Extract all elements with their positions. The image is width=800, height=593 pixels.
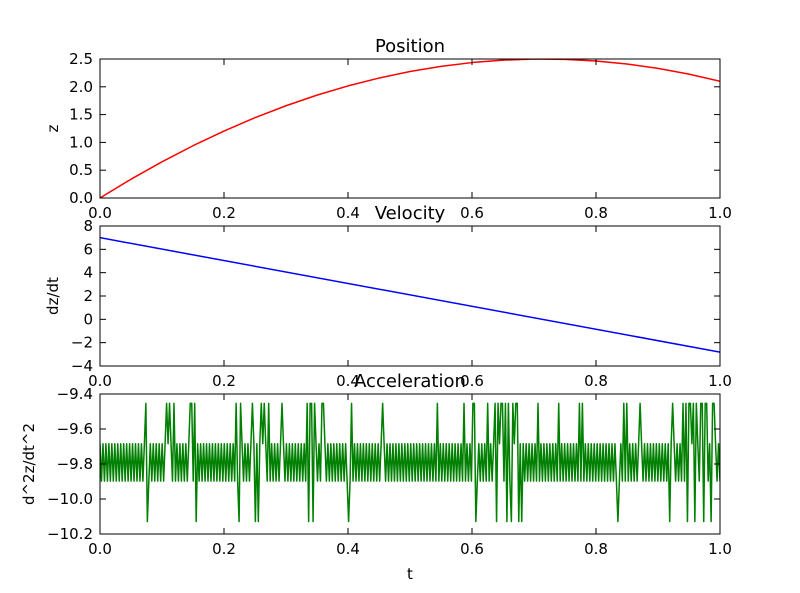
velocity-title: Velocity bbox=[375, 203, 446, 224]
acceleration-series-line bbox=[100, 402, 720, 523]
velocity-x-tick-label: 0.8 bbox=[584, 372, 608, 390]
position-x-tick-label: 0.2 bbox=[212, 204, 236, 222]
velocity-y-tick-label: 2 bbox=[83, 287, 93, 305]
position-y-tick-label: 2.5 bbox=[69, 50, 93, 68]
acceleration-x-axis-label: t bbox=[407, 565, 413, 583]
acceleration-x-tick-label: 0.0 bbox=[88, 540, 112, 558]
velocity-x-tick-label: 0.2 bbox=[212, 372, 236, 390]
position-series-line bbox=[100, 59, 720, 198]
acceleration-y-tick-label: −9.8 bbox=[57, 455, 93, 473]
velocity-panel: 0.0 0.2 0.4 0.6 0.8 1.0 −4 −2 0 2 4 6 8 Velocity dz/dt bbox=[44, 203, 732, 390]
position-axes-frame bbox=[99, 58, 721, 199]
position-panel: 0.0 0.2 0.4 0.6 0.8 1.0 0.0 0.5 1.0 1.5 2.0 2.5 Posi… bbox=[44, 36, 732, 222]
velocity-x-tick-label: 1.0 bbox=[708, 372, 732, 390]
velocity-y-tick-label: 0 bbox=[83, 310, 93, 328]
acceleration-y-axis-label: d^2z/dt^2 bbox=[20, 423, 38, 505]
acceleration-x-tick-label: 0.6 bbox=[460, 540, 484, 558]
velocity-y-tick-label: −2 bbox=[71, 334, 93, 352]
position-y-tick-label: 0.0 bbox=[69, 189, 93, 207]
velocity-x-tick-label: 0.0 bbox=[88, 372, 112, 390]
acceleration-title: Acceleration bbox=[354, 371, 466, 392]
acceleration-y-tick-label: −9.6 bbox=[57, 420, 93, 438]
position-x-tick-label: 0.8 bbox=[584, 204, 608, 222]
acceleration-x-tick-label: 1.0 bbox=[708, 540, 732, 558]
position-y-axis-label: z bbox=[44, 124, 62, 132]
velocity-x-tick-label: 0.6 bbox=[460, 372, 484, 390]
position-title: Position bbox=[375, 36, 445, 57]
velocity-y-tick-label: −4 bbox=[71, 357, 93, 375]
acceleration-y-tick-label: −10.2 bbox=[47, 525, 93, 543]
position-x-tick-label: 1.0 bbox=[708, 204, 732, 222]
position-x-tick-label: 0.0 bbox=[88, 204, 112, 222]
velocity-y-tick-label: 6 bbox=[83, 240, 93, 258]
acceleration-panel: 0.0 0.2 0.4 0.6 0.8 1.0 −10.2 −10.0 −9.8 −9.6 −9.4… bbox=[20, 371, 732, 583]
position-x-tick-label: 0.4 bbox=[336, 204, 360, 222]
acceleration-x-tick-label: 0.4 bbox=[336, 540, 360, 558]
position-y-tick-label: 1.5 bbox=[69, 106, 93, 124]
velocity-y-tick-label: 8 bbox=[83, 217, 93, 235]
acceleration-y-tick-label: −10.0 bbox=[47, 490, 93, 508]
acceleration-x-tick-label: 0.2 bbox=[212, 540, 236, 558]
velocity-axes-frame bbox=[99, 225, 721, 367]
velocity-series-line bbox=[100, 236, 720, 353]
position-x-tick-label: 0.6 bbox=[460, 204, 484, 222]
position-y-tick-label: 2.0 bbox=[69, 78, 93, 96]
position-y-tick-label: 0.5 bbox=[69, 161, 93, 179]
velocity-y-axis-label: dz/dt bbox=[44, 277, 62, 315]
acceleration-x-tick-label: 0.8 bbox=[584, 540, 608, 558]
position-y-tick-label: 1.0 bbox=[69, 133, 93, 151]
acceleration-y-tick-label: −9.4 bbox=[57, 385, 93, 403]
velocity-x-tick-label: 0.4 bbox=[336, 372, 360, 390]
velocity-y-tick-label: 4 bbox=[83, 264, 93, 282]
